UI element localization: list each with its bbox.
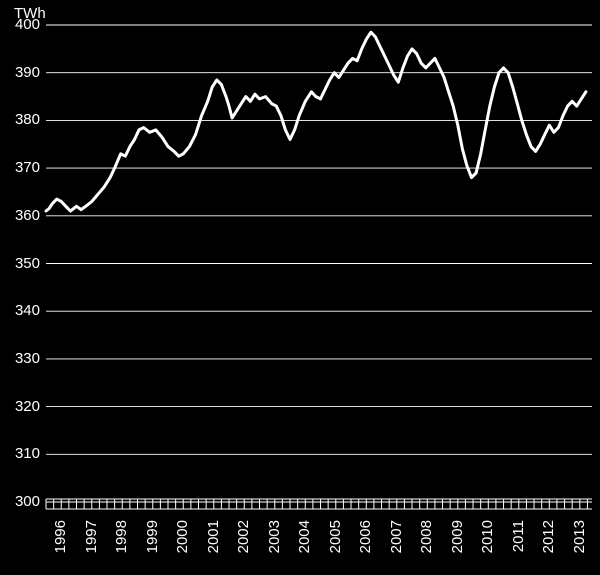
y-tick-label: 380 <box>4 111 40 128</box>
x-tick-label: 2002 <box>235 520 252 560</box>
y-tick-label: 390 <box>4 64 40 81</box>
line-chart: TWh 300310320330340350360370380390400199… <box>0 0 600 575</box>
x-tick-label: 2008 <box>418 520 435 560</box>
y-tick-label: 350 <box>4 255 40 272</box>
x-tick-label: 2006 <box>357 520 374 560</box>
x-tick-label: 2012 <box>540 520 557 560</box>
y-tick-label: 310 <box>4 445 40 462</box>
x-tick-label: 2001 <box>205 520 222 560</box>
x-tick-label: 1996 <box>52 520 69 560</box>
chart-svg <box>0 0 600 575</box>
y-tick-label: 400 <box>4 16 40 33</box>
x-tick-label: 1997 <box>83 520 100 560</box>
x-tick-label: 1998 <box>113 520 130 560</box>
x-tick-label: 2000 <box>174 520 191 560</box>
y-tick-label: 300 <box>4 493 40 510</box>
x-tick-label: 2009 <box>449 520 466 560</box>
y-tick-label: 370 <box>4 159 40 176</box>
x-tick-label: 2011 <box>510 520 527 560</box>
x-tick-label: 2005 <box>327 520 344 560</box>
y-tick-label: 330 <box>4 350 40 367</box>
x-tick-label: 2004 <box>296 520 313 560</box>
x-tick-label: 2013 <box>571 520 588 560</box>
x-tick-label: 1999 <box>144 520 161 560</box>
x-tick-label: 2003 <box>266 520 283 560</box>
y-tick-label: 320 <box>4 398 40 415</box>
y-tick-label: 340 <box>4 302 40 319</box>
x-tick-label: 2010 <box>479 520 496 560</box>
x-tick-label: 2007 <box>388 520 405 560</box>
y-tick-label: 360 <box>4 207 40 224</box>
